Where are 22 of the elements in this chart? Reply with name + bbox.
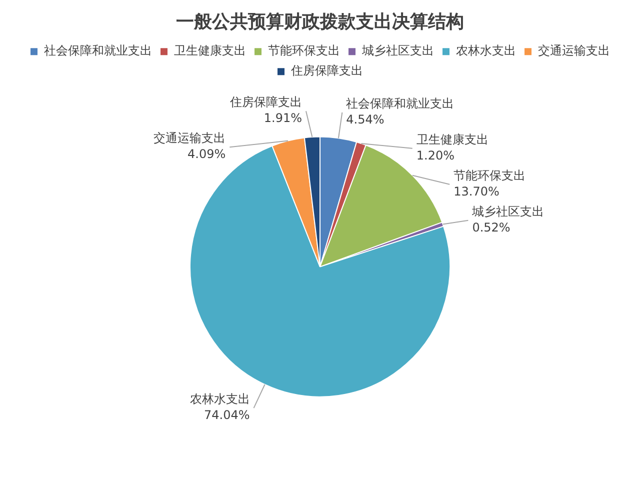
- slice-label: 城乡社区支出: [471, 204, 544, 219]
- chart-title: 一般公共预算财政拨款支出决算结构: [176, 11, 464, 32]
- slice-label: 卫生健康支出: [416, 132, 488, 147]
- data-label: 4.54%: [346, 112, 384, 127]
- slice-label: 交通运输支出: [154, 131, 226, 146]
- data-label: 0.52%: [472, 220, 510, 235]
- legend-label: 卫生健康支出: [174, 44, 246, 58]
- data-label: 1.20%: [416, 148, 454, 163]
- slice-label: 社会保障和就业支出: [346, 96, 454, 111]
- legend-label: 节能环保支出: [268, 44, 340, 58]
- legend-label: 社会保障和就业支出: [44, 44, 152, 58]
- data-label: 1.91%: [264, 111, 302, 126]
- data-label: 74.04%: [204, 408, 250, 422]
- slice-label: 节能环保支出: [454, 168, 526, 183]
- data-label: 4.09%: [188, 147, 226, 162]
- legend-label: 交通运输支出: [538, 44, 610, 58]
- slice-label: 住房保障支出: [229, 95, 302, 110]
- legend-label: 城乡社区支出: [361, 44, 434, 58]
- legend-label: 住房保障支出: [290, 64, 363, 78]
- legend-label: 农林水支出: [456, 44, 516, 58]
- slice-label: 农林水支出: [190, 392, 250, 406]
- data-label: 13.70%: [454, 184, 500, 199]
